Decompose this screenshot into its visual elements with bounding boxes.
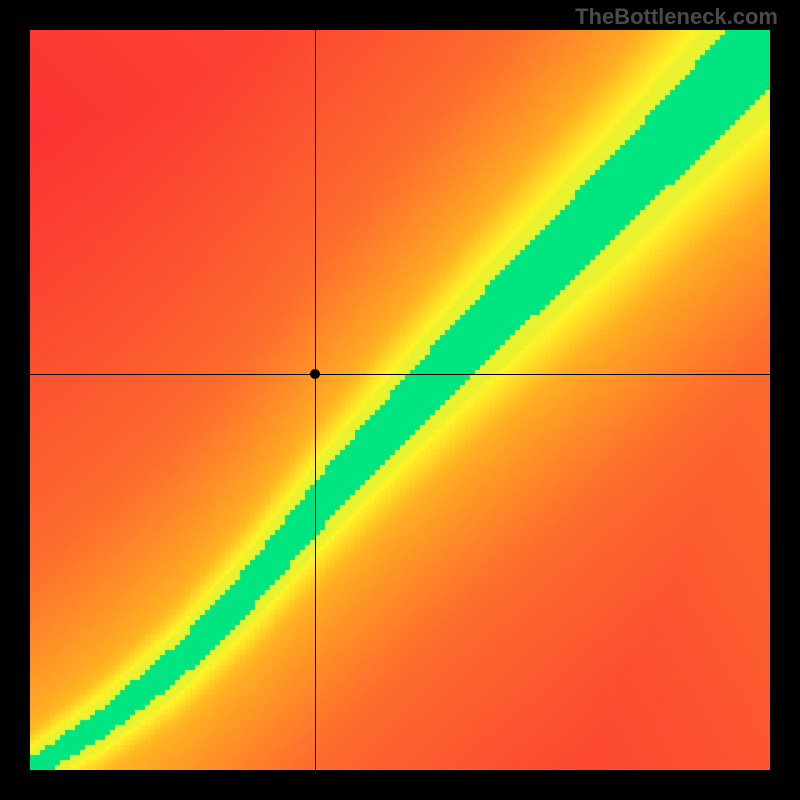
heatmap-plot: [30, 30, 770, 770]
heatmap-canvas: [30, 30, 770, 770]
selected-point-marker: [310, 369, 320, 379]
crosshair-vertical: [315, 30, 316, 770]
crosshair-horizontal: [30, 374, 770, 375]
watermark-text: TheBottleneck.com: [575, 4, 778, 30]
